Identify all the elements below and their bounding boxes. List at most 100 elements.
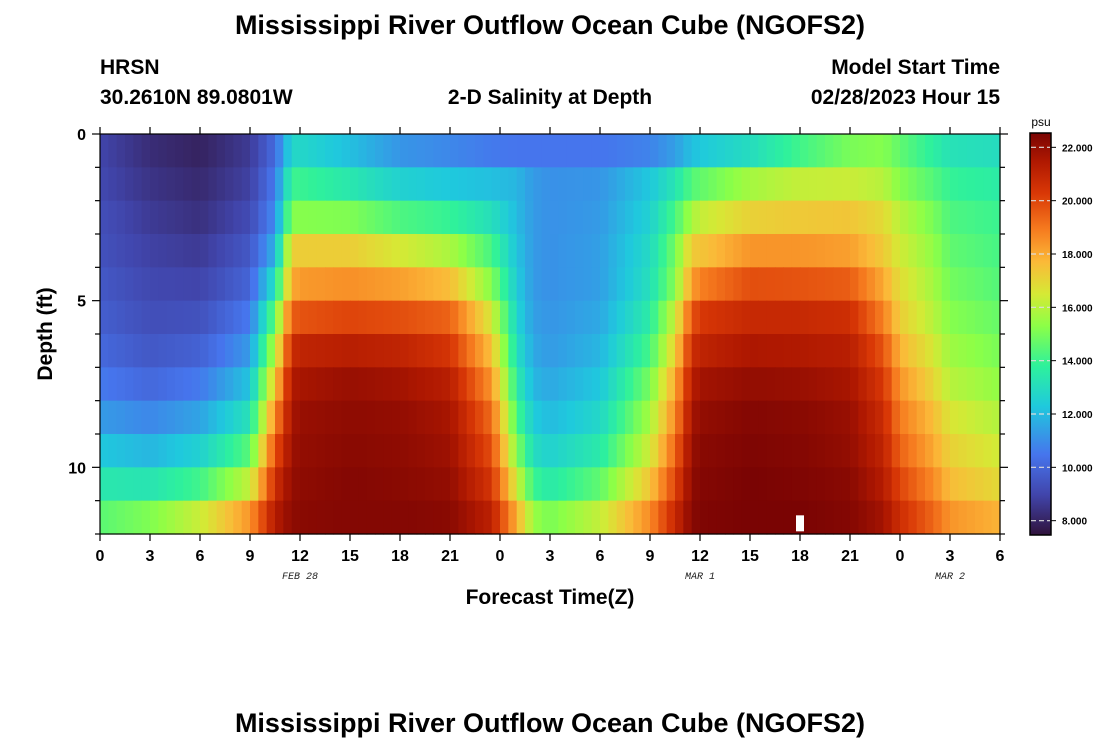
heatmap-cell [841,467,851,502]
heatmap-cell [891,500,901,535]
heatmap-cell [533,434,543,468]
heatmap-cell [333,200,343,235]
heatmap-cell [166,334,176,368]
heatmap-cell [683,334,693,368]
heatmap-cell [991,467,1001,502]
heatmap-cell [850,200,859,235]
heatmap-cell [191,200,201,235]
heatmap-cell [641,334,651,368]
heatmap-cell [575,200,584,235]
heatmap-cell [650,134,659,168]
heatmap-cell [325,334,334,368]
heatmap-cell [291,400,301,435]
heatmap-cell [541,467,551,502]
heatmap-cell [175,200,184,235]
heatmap-cell [783,367,793,402]
heatmap-cell [558,334,568,368]
heatmap-cell [558,434,568,468]
heatmap-cell [208,434,218,468]
heatmap-cell [308,300,318,335]
heatmap-cell [166,500,176,535]
heatmap-cell [283,400,293,435]
heatmap-cell [816,267,826,302]
heatmap-cell [916,234,926,268]
heatmap-cell [350,400,359,435]
heatmap-cell [650,467,659,502]
heatmap-cell [516,367,526,402]
heatmap-cell [758,267,768,302]
heatmap-cell [150,234,159,268]
heatmap-cell [975,334,984,368]
heatmap-cell [100,334,109,368]
heatmap-cell [958,400,968,435]
heatmap-cell [441,400,451,435]
data-marker [796,515,804,532]
heatmap-cell [341,267,351,302]
heatmap-cell [375,434,384,468]
heatmap-cell [808,200,818,235]
heatmap-cell [850,400,859,435]
heatmap-cell [950,167,959,202]
heatmap-cell [141,500,151,535]
heatmap-cell [566,500,576,535]
heatmap-cell [491,467,501,502]
heatmap-cell [525,200,534,235]
heatmap-cell [216,234,226,268]
heatmap-cell [633,400,643,435]
heatmap-cell [858,300,868,335]
heatmap-cell [916,467,926,502]
heatmap-cell [166,234,176,268]
heatmap-cell [450,200,459,235]
heatmap-cell [233,334,243,368]
heatmap-cell [641,167,651,202]
heatmap-cell [633,367,643,402]
x-tick-label: 3 [546,548,555,565]
heatmap-cell [575,400,584,435]
colorbar-tick-label: 20.000 [1062,197,1093,208]
heatmap-cell [500,467,509,502]
heatmap-cell [741,334,751,368]
heatmap-cell [533,134,543,168]
heatmap-cell [866,400,876,435]
heatmap-cell [966,500,976,535]
heatmap-cell [175,267,184,302]
heatmap-cell [433,134,443,168]
heatmap-cell [466,367,476,402]
heatmap-cell [450,500,459,535]
heatmap-cell [466,434,476,468]
heatmap-cell [258,234,268,268]
heatmap-cell [350,334,359,368]
heatmap-cell [341,200,351,235]
heatmap-cell [925,267,934,302]
heatmap-cell [691,134,701,168]
heatmap-cell [866,300,876,335]
heatmap-cell [116,334,126,368]
heatmap-cell [500,334,509,368]
heatmap-cell [166,167,176,202]
heatmap-cell [133,367,143,402]
heatmap-cell [633,434,643,468]
heatmap-cell [333,267,343,302]
heatmap-cell [983,334,993,368]
heatmap-cell [675,167,684,202]
heatmap-cell [291,267,301,302]
heatmap-cell [891,467,901,502]
heatmap-cell [783,434,793,468]
heatmap-cell [416,134,426,168]
heatmap-cell [250,200,259,235]
heatmap-cell [658,134,668,168]
heatmap-cell [808,134,818,168]
heatmap-cell [716,234,726,268]
heatmap-cell [791,400,801,435]
heatmap-cell [800,467,809,502]
heatmap-cell [966,434,976,468]
heatmap-cell [708,134,718,168]
heatmap-cell [633,200,643,235]
heatmap-cell [116,467,126,502]
heatmap-cell [383,200,393,235]
heatmap-cell [675,500,684,535]
heatmap-cell [183,367,193,402]
heatmap-cell [716,334,726,368]
heatmap-cell [366,234,376,268]
heatmap-cell [900,434,909,468]
